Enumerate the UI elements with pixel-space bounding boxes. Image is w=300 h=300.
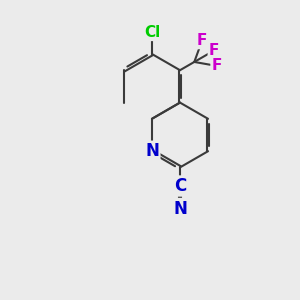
Text: F: F [197, 33, 207, 48]
Text: Cl: Cl [144, 25, 160, 40]
Text: N: N [173, 200, 187, 217]
Text: F: F [209, 43, 220, 58]
Text: F: F [212, 58, 222, 74]
Text: N: N [145, 142, 159, 160]
Text: C: C [174, 177, 186, 195]
